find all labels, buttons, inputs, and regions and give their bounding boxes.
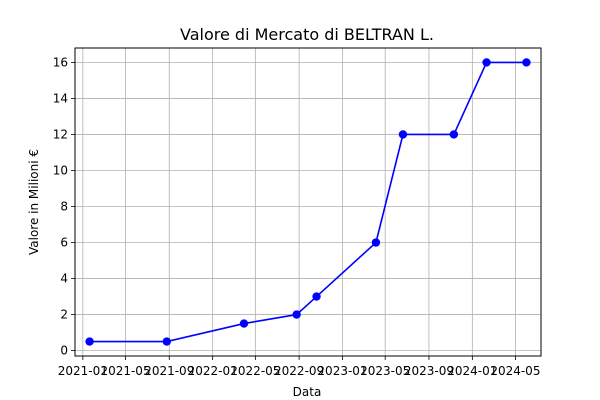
series-line bbox=[89, 61, 527, 343]
y-tick-label: 16 bbox=[53, 55, 68, 69]
y-tick-label: 10 bbox=[53, 163, 68, 177]
y-tick-label: 2 bbox=[60, 308, 68, 322]
data-point bbox=[522, 58, 531, 67]
x-axis-label: Data bbox=[293, 385, 322, 399]
x-tick-label: 2021-05 bbox=[100, 364, 150, 378]
x-tick-label: 2022-09 bbox=[274, 364, 324, 378]
y-tick-label: 4 bbox=[60, 272, 68, 286]
y-tick-label: 12 bbox=[53, 127, 68, 141]
data-point bbox=[85, 337, 94, 346]
y-axis: 0 2 4 6 8 10 12 14 16 bbox=[53, 55, 75, 358]
x-tick-label: 2021-01 bbox=[58, 364, 108, 378]
x-tick-label: 2023-09 bbox=[404, 364, 454, 378]
chart-title: Valore di Mercato di BELTRAN L. bbox=[180, 25, 434, 44]
data-point bbox=[162, 337, 171, 346]
x-tick-label: 2022-05 bbox=[230, 364, 280, 378]
x-tick-label: 2024-01 bbox=[447, 364, 497, 378]
data-point bbox=[312, 292, 321, 301]
y-axis-label: Valore in Milioni € bbox=[27, 149, 41, 255]
plot-area bbox=[74, 47, 542, 357]
data-point bbox=[482, 58, 491, 67]
x-tick-label: 2021-09 bbox=[144, 364, 194, 378]
x-axis: 2021-012021-052021-092022-012022-052022-… bbox=[58, 356, 540, 378]
data-point bbox=[239, 319, 249, 328]
x-tick-label: 2023-05 bbox=[360, 364, 410, 378]
x-tick-label: 2022-01 bbox=[188, 364, 238, 378]
data-point bbox=[292, 310, 301, 319]
y-tick-label: 14 bbox=[53, 91, 68, 105]
x-tick-label: 2023-01 bbox=[317, 364, 367, 378]
x-tick-label: 2024-05 bbox=[490, 364, 540, 378]
grid bbox=[75, 48, 541, 356]
data-point bbox=[449, 130, 459, 139]
y-tick-label: 8 bbox=[60, 200, 68, 214]
data-point bbox=[371, 238, 381, 247]
y-tick-label: 6 bbox=[60, 236, 68, 250]
data-point bbox=[398, 130, 408, 139]
series-group bbox=[85, 58, 531, 346]
y-tick-label: 0 bbox=[60, 344, 68, 358]
